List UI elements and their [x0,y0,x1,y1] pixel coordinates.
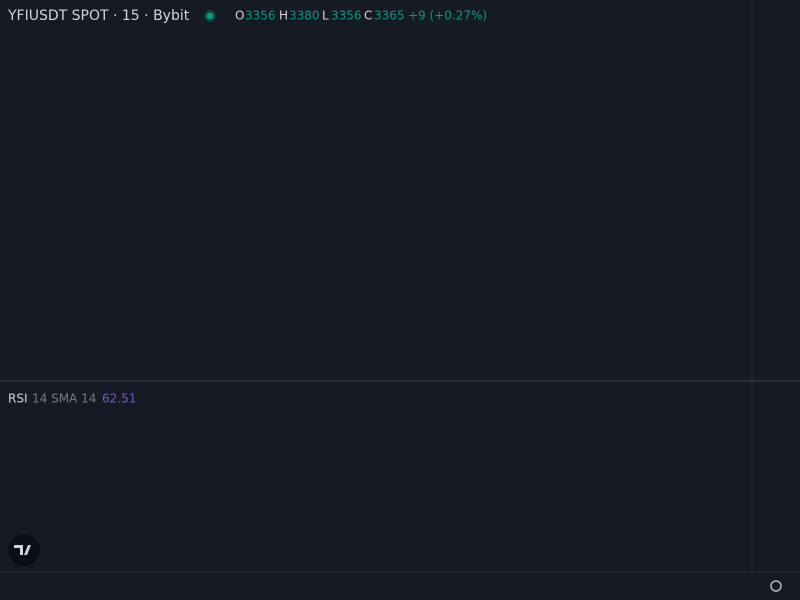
tv-logo [8,534,40,566]
gear[interactable] [770,580,782,592]
ohlc-key: O [235,9,244,23]
symbol: YFIUSDT SPOT · 15 · Bybit [7,8,190,24]
ohlc-key: C [364,9,372,23]
ohlc-key: H [279,9,288,23]
rsi-params: 14 SMA 14 [32,392,96,406]
logo-circle [8,534,40,566]
ohlc-value: 3356 [245,9,276,23]
logo-glyph [14,545,31,555]
settings-icon[interactable] [770,580,782,592]
rsi-value: 62.51 [102,392,136,406]
ohlc-value: 3380 [289,9,320,23]
ohlc-value: 3356 [331,9,362,23]
ohlc-value: 3365 [374,9,405,23]
rsi-title: RSI [8,392,28,406]
ohlc-key: L [322,9,329,23]
status-dot [206,12,214,20]
change: +9 (+0.27%) [408,9,487,23]
